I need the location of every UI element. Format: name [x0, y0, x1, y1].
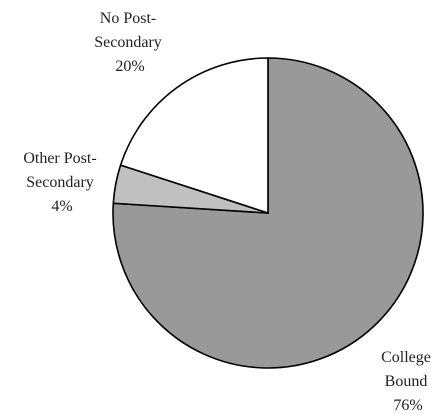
pie-slice-no-post-secondary	[119, 57, 269, 215]
slice-label-line: Secondary	[26, 174, 94, 191]
slice-percent-label: 20%	[115, 58, 144, 75]
slice-percent-label: 76%	[393, 397, 422, 414]
slice-label-line: Secondary	[94, 34, 162, 51]
slice-label-line: Other Post-	[23, 150, 96, 167]
slice-label-college-bound: College Bound 76%	[381, 349, 435, 414]
slice-label-no-post-secondary: No Post- Secondary 20%	[94, 10, 166, 75]
slice-label-line: Bound	[385, 373, 428, 390]
pie-slice-college-bound	[112, 57, 424, 369]
slice-percent-label: 4%	[51, 198, 72, 215]
slice-label-line: College	[381, 349, 431, 366]
slice-label-other-post-secondary: Other Post- Secondary 4%	[23, 150, 100, 215]
pie-slices	[112, 57, 424, 369]
pie-labels: College Bound 76% Other Post- Secondary …	[23, 10, 435, 414]
slice-label-line: No Post-	[100, 10, 156, 27]
